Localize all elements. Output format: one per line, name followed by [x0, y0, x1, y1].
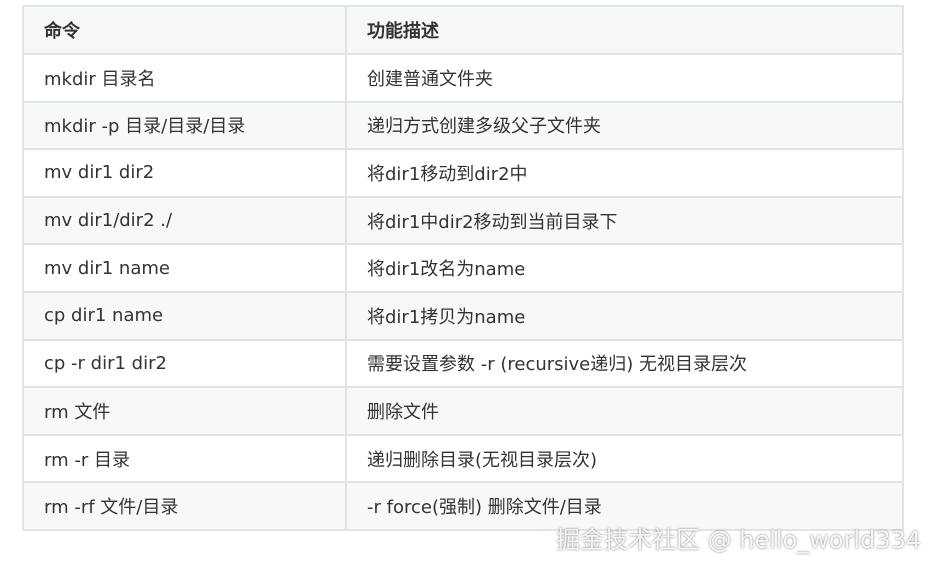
table-row: mv dir1 dir2 将dir1移动到dir2中: [22, 148, 904, 198]
description-cell: 递归删除目录(无视目录层次): [345, 433, 904, 484]
command-table: 命令 功能描述 mkdir 目录名 创建普通文件夹 mkdir -p 目录/目录/目…: [22, 5, 904, 531]
command-cell: mkdir -p 目录/目录/目录: [22, 100, 347, 151]
command-cell: mv dir1 name: [22, 243, 347, 293]
command-cell: mv dir1/dir2 ./: [22, 195, 347, 246]
command-cell: mkdir 目录名: [22, 53, 347, 103]
command-cell: mv dir1 dir2: [22, 148, 347, 198]
header-description: 功能描述: [345, 5, 904, 55]
table-row: cp dir1 name 将dir1拷贝为name: [22, 290, 904, 341]
table-header-row: 命令 功能描述: [22, 5, 904, 55]
description-cell: 将dir1移动到dir2中: [345, 148, 904, 198]
command-cell: cp dir1 name: [22, 290, 347, 341]
description-cell: -r force(强制) 删除文件/目录: [345, 481, 904, 531]
description-cell: 递归方式创建多级父子文件夹: [345, 100, 904, 151]
description-cell: 将dir1改名为name: [345, 243, 904, 293]
description-cell: 删除文件: [345, 386, 904, 436]
description-cell: 将dir1中dir2移动到当前目录下: [345, 195, 904, 246]
table-row: cp -r dir1 dir2 需要设置参数 -r (recursive递归) 无…: [22, 338, 904, 389]
header-command: 命令: [22, 5, 347, 55]
table-row: rm -r 目录 递归删除目录(无视目录层次): [22, 433, 904, 484]
watermark: 掘金技术社区 @ hello_world334: [556, 526, 922, 554]
description-cell: 需要设置参数 -r (recursive递归) 无视目录层次: [345, 338, 904, 389]
description-cell: 将dir1拷贝为name: [345, 290, 904, 341]
table-row: rm -rf 文件/目录 -r force(强制) 删除文件/目录: [22, 481, 904, 531]
table-row: mkdir 目录名 创建普通文件夹: [22, 53, 904, 103]
table-row: mkdir -p 目录/目录/目录 递归方式创建多级父子文件夹: [22, 100, 904, 151]
table-row: mv dir1/dir2 ./将dir1中dir2移动到当前目录下: [22, 195, 904, 246]
table-row: rm 文件 删除文件: [22, 386, 904, 436]
table-row: mv dir1 name 将dir1改名为name: [22, 243, 904, 293]
command-cell: rm -rf 文件/目录: [22, 481, 347, 531]
command-cell: cp -r dir1 dir2: [22, 338, 347, 389]
description-cell: 创建普通文件夹: [345, 53, 904, 103]
command-cell: rm -r 目录: [22, 433, 347, 484]
command-cell: rm 文件: [22, 386, 347, 436]
